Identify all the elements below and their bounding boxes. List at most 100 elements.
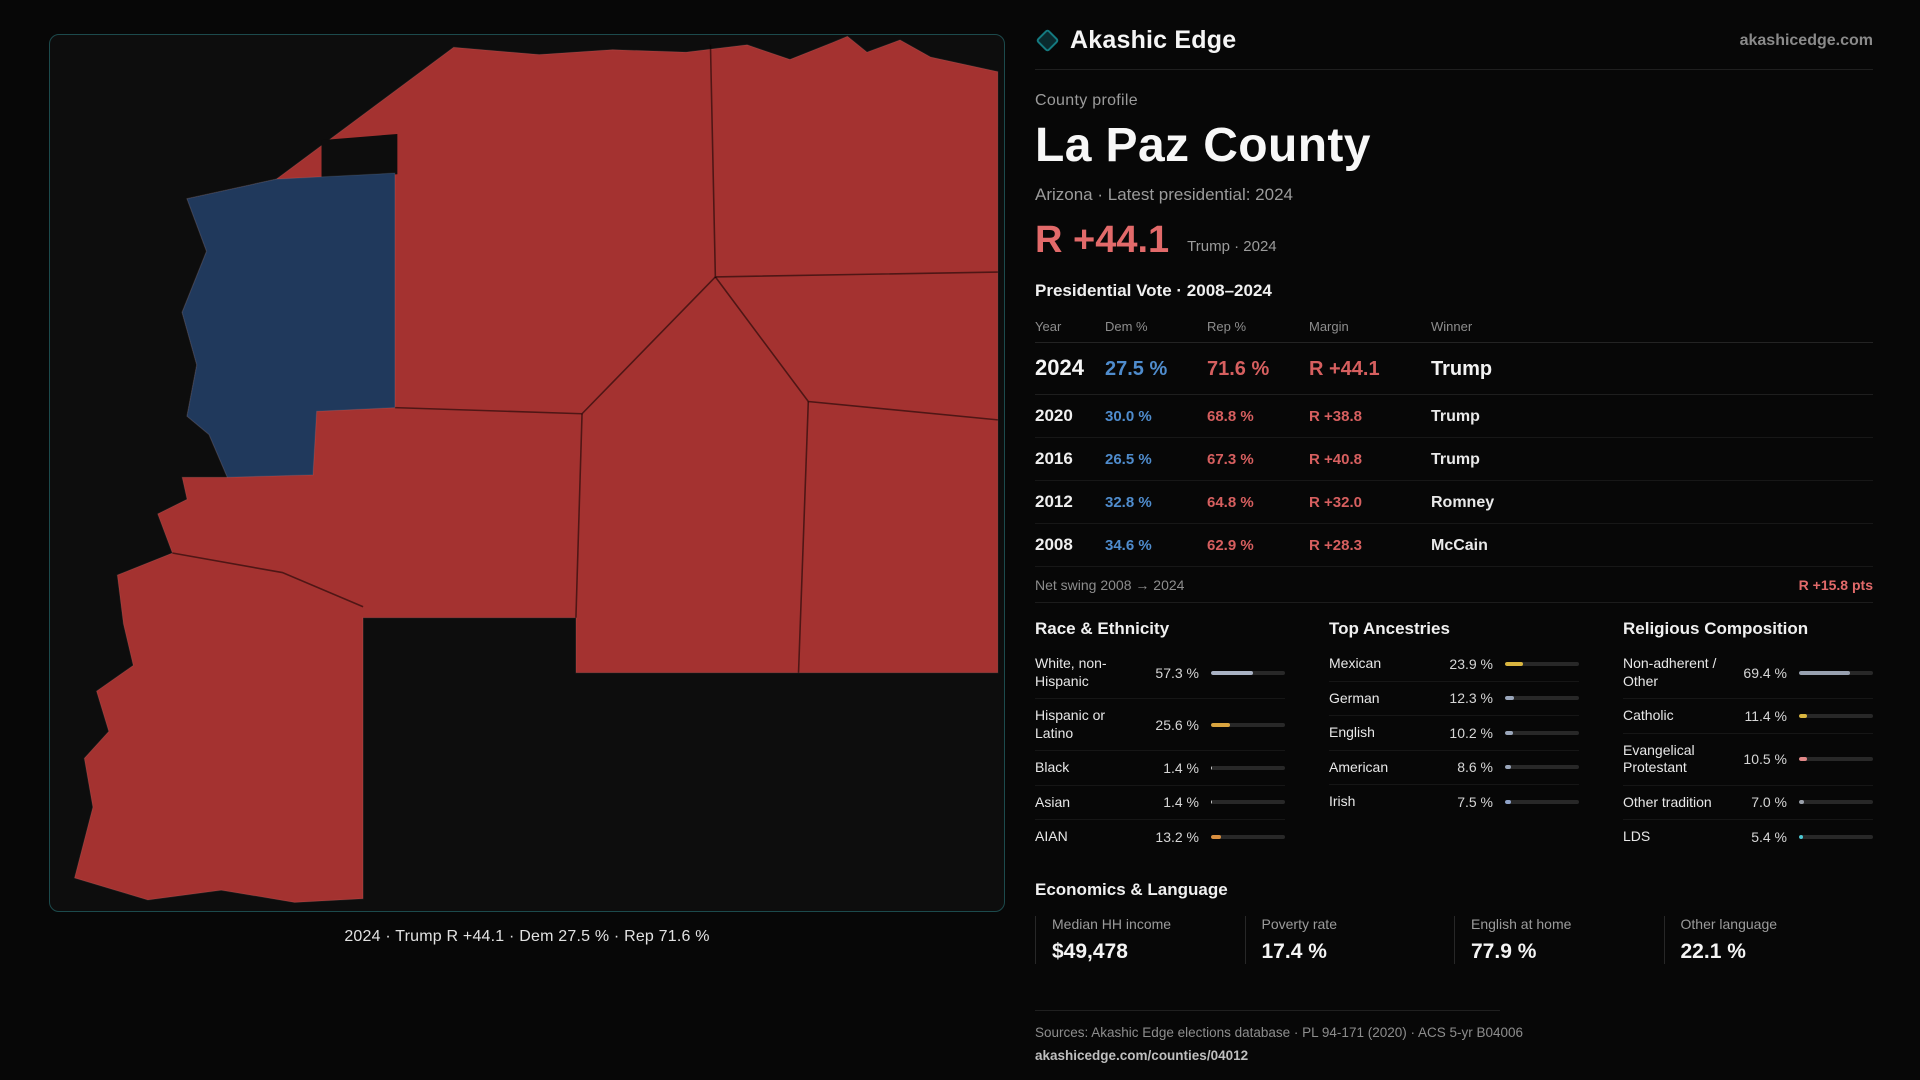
vote-rep: 62.9 % bbox=[1207, 537, 1254, 554]
vote-table: Year Dem % Rep % Margin Winner 2024 27.5… bbox=[1035, 311, 1873, 603]
county-profile-panel: Akashic Edge akashicedge.com County prof… bbox=[1035, 26, 1873, 1063]
site-link[interactable]: akashicedge.com bbox=[1739, 31, 1873, 49]
vote-year: 2008 bbox=[1035, 535, 1073, 554]
col-rep: Rep % bbox=[1207, 319, 1247, 334]
vote-rep: 67.3 % bbox=[1207, 451, 1254, 468]
stat-value: 22.1 % bbox=[1680, 939, 1746, 963]
county-map-panel bbox=[49, 34, 1005, 912]
stat-value: 77.9 % bbox=[1471, 939, 1537, 963]
demo-value: 23.9 % bbox=[1449, 655, 1493, 672]
table-row: 2008 34.6 % 62.9 % R +28.3 McCain bbox=[1035, 524, 1873, 567]
sources-text: Sources: Akashic Edge elections database… bbox=[1035, 1024, 1524, 1040]
vote-dem: 27.5 % bbox=[1105, 358, 1168, 380]
map-selected-county[interactable] bbox=[181, 172, 396, 478]
demo-value: 13.2 % bbox=[1155, 828, 1199, 845]
vote-rep: 71.6 % bbox=[1207, 358, 1270, 380]
permalink-link[interactable]: akashicedge.com/counties/04012 bbox=[1035, 1047, 1249, 1063]
net-swing-label: Net swing 2008 → 2024 bbox=[1035, 577, 1185, 593]
demo-row: Evangelical Protestant 10.5 % bbox=[1623, 734, 1873, 786]
demo-label: American bbox=[1329, 758, 1389, 775]
col-winner: Winner bbox=[1431, 319, 1473, 334]
stat-english-at-home: English at home 77.9 % bbox=[1454, 915, 1664, 964]
map-republican-counties[interactable] bbox=[73, 35, 999, 904]
column-title: Religious Composition bbox=[1623, 619, 1809, 638]
demo-bar bbox=[1211, 722, 1285, 727]
demo-bar bbox=[1799, 757, 1873, 761]
demo-label: Mexican bbox=[1329, 655, 1382, 671]
demo-value: 25.6 % bbox=[1155, 716, 1199, 733]
demo-row: Hispanic or Latino 25.6 % bbox=[1035, 699, 1285, 751]
economics-title: Economics & Language bbox=[1035, 879, 1228, 899]
demo-row: Non-adherent / Other 69.4 % bbox=[1623, 647, 1873, 699]
headline-margin-block: R +44.1 Trump · 2024 bbox=[1035, 221, 1873, 259]
demo-value: 11.4 % bbox=[1744, 707, 1787, 724]
demo-value: 69.4 % bbox=[1743, 664, 1787, 681]
demo-label: Hispanic or Latino bbox=[1035, 707, 1106, 741]
demo-value: 5.4 % bbox=[1751, 828, 1787, 845]
demo-bar bbox=[1211, 765, 1285, 770]
col-dem: Dem % bbox=[1105, 319, 1148, 334]
vote-dem: 32.8 % bbox=[1105, 494, 1152, 511]
demo-bar bbox=[1211, 834, 1285, 839]
demo-value: 10.2 % bbox=[1449, 724, 1493, 741]
stat-value: $49,478 bbox=[1052, 939, 1128, 963]
vote-year: 2012 bbox=[1035, 492, 1073, 511]
map-notch bbox=[321, 133, 398, 180]
demo-label: LDS bbox=[1623, 828, 1651, 844]
col-year: Year bbox=[1035, 319, 1062, 334]
header: Akashic Edge akashicedge.com bbox=[1035, 26, 1873, 70]
demographics-section: Race & Ethnicity White, non-Hispanic 57.… bbox=[1035, 619, 1873, 854]
county-map bbox=[73, 35, 999, 904]
demo-row: English 10.2 % bbox=[1329, 716, 1579, 751]
footer: Sources: Akashic Edge elections database… bbox=[1035, 1009, 1873, 1063]
page-title: La Paz County bbox=[1035, 119, 1371, 172]
vote-dem: 26.5 % bbox=[1105, 451, 1152, 468]
demo-row: American 8.6 % bbox=[1329, 751, 1579, 785]
demo-bar bbox=[1505, 696, 1579, 701]
vote-dem: 34.6 % bbox=[1105, 537, 1152, 554]
kicker-label: County profile bbox=[1035, 92, 1138, 109]
demo-bar bbox=[1799, 834, 1873, 839]
demo-row: LDS 5.4 % bbox=[1623, 820, 1873, 854]
vote-table-title: Presidential Vote · 2008–2024 bbox=[1035, 281, 1272, 300]
stat-poverty-rate: Poverty rate 17.4 % bbox=[1244, 915, 1455, 964]
demo-label: Irish bbox=[1329, 793, 1356, 809]
demo-row: White, non-Hispanic 57.3 % bbox=[1035, 647, 1285, 699]
vote-year: 2024 bbox=[1035, 355, 1084, 380]
economics-stats: Median HH income $49,478 Poverty rate 17… bbox=[1035, 915, 1874, 964]
vote-rep: 64.8 % bbox=[1207, 494, 1254, 511]
demo-row: German 12.3 % bbox=[1329, 682, 1579, 716]
stat-label: Poverty rate bbox=[1261, 915, 1337, 932]
stat-other-language: Other language 22.1 % bbox=[1663, 915, 1874, 964]
net-swing-value: R +15.8 pts bbox=[1798, 577, 1873, 593]
demo-label: Evangelical Protestant bbox=[1623, 741, 1695, 776]
demo-row: Mexican 23.9 % bbox=[1329, 647, 1579, 682]
page-subtitle: Arizona · Latest presidential: 2024 bbox=[1035, 185, 1293, 204]
demo-bar bbox=[1505, 730, 1579, 735]
demo-value: 8.6 % bbox=[1457, 759, 1493, 776]
demo-row: Catholic 11.4 % bbox=[1623, 699, 1873, 734]
demo-value: 12.3 % bbox=[1449, 690, 1493, 707]
demo-bar bbox=[1505, 799, 1579, 804]
demo-value: 10.5 % bbox=[1743, 751, 1787, 767]
demo-label: Non-adherent / Other bbox=[1623, 655, 1717, 689]
stat-median-income: Median HH income $49,478 bbox=[1035, 915, 1245, 964]
demo-label: German bbox=[1329, 689, 1380, 706]
vote-winner: Trump bbox=[1431, 408, 1480, 425]
column-title: Top Ancestries bbox=[1329, 619, 1450, 638]
demo-value: 7.5 % bbox=[1457, 793, 1493, 810]
vote-rep: 68.8 % bbox=[1207, 408, 1254, 425]
race-ethnicity-column: Race & Ethnicity White, non-Hispanic 57.… bbox=[1035, 619, 1285, 854]
demo-label: Black bbox=[1035, 759, 1070, 775]
vote-winner: Trump bbox=[1431, 451, 1480, 468]
demo-label: English bbox=[1329, 724, 1375, 740]
stat-value: 17.4 % bbox=[1261, 939, 1327, 963]
demo-row: Irish 7.5 % bbox=[1329, 785, 1579, 819]
county-borders bbox=[172, 44, 998, 673]
demo-bar bbox=[1211, 800, 1285, 805]
column-title: Race & Ethnicity bbox=[1035, 619, 1170, 638]
table-row: 2012 32.8 % 64.8 % R +32.0 Romney bbox=[1035, 481, 1873, 524]
vote-margin: R +32.0 bbox=[1309, 494, 1362, 511]
demo-bar bbox=[1799, 713, 1873, 718]
table-row: 2016 26.5 % 67.3 % R +40.8 Trump bbox=[1035, 438, 1873, 481]
